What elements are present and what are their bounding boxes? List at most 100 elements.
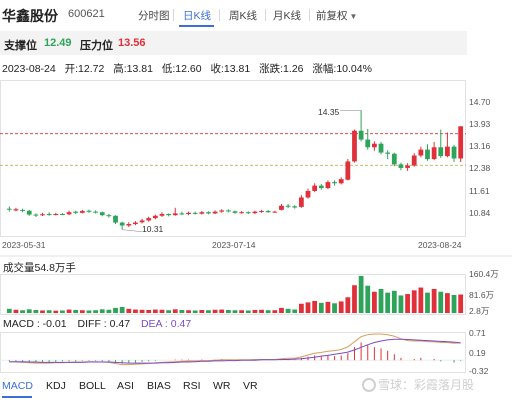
support-resistance-bar: 支撑位 12.49 压力位 13.56 bbox=[0, 31, 467, 55]
candle-body bbox=[345, 161, 351, 180]
tab-intraday[interactable]: 分时图 bbox=[138, 10, 170, 22]
snowball-logo-icon bbox=[362, 378, 376, 392]
volume-bar bbox=[206, 310, 211, 313]
candle-body bbox=[33, 214, 39, 216]
ohlc-change: 涨跌:1.26 bbox=[259, 63, 304, 75]
volume-bar bbox=[272, 310, 278, 313]
volume-bar bbox=[33, 309, 39, 313]
macd-values-row: MACD : -0.01 DIFF : 0.47 DEA : 0.47 bbox=[3, 318, 199, 330]
resistance-value: 13.56 bbox=[118, 37, 146, 49]
date-axis-label: 2023-08-24 bbox=[418, 240, 462, 250]
indicator-tab-bias[interactable]: BIAS bbox=[147, 380, 171, 392]
candle-body bbox=[385, 152, 391, 154]
volume-panel-frame bbox=[0, 274, 466, 315]
chevron-down-icon: ▼ bbox=[349, 12, 358, 21]
stock-header: 华鑫股份 600621 分时图 日K线 周K线 月K线 前复权 ▼ bbox=[0, 0, 512, 30]
volume-bar bbox=[259, 309, 264, 313]
tab-divider bbox=[309, 9, 310, 21]
ohlc-open: 开:12.72 bbox=[64, 63, 105, 75]
active-tab-indicator bbox=[179, 25, 214, 27]
volume-bar bbox=[20, 310, 25, 313]
candle-body bbox=[79, 211, 85, 213]
volume-bar bbox=[285, 308, 291, 313]
price-axis-label: 13.93 bbox=[469, 119, 491, 129]
volume-bar bbox=[458, 294, 464, 313]
candle-body bbox=[40, 214, 45, 216]
volume-bar bbox=[232, 310, 238, 313]
volume-bar bbox=[305, 302, 311, 313]
volume-bar bbox=[192, 310, 198, 313]
candle-body bbox=[6, 208, 12, 210]
volume-bar bbox=[46, 310, 52, 313]
ohlc-low: 低:12.60 bbox=[161, 63, 202, 75]
volume-bar bbox=[212, 309, 218, 313]
candle-body bbox=[272, 211, 278, 213]
indicator-tab-asi[interactable]: ASI bbox=[117, 380, 134, 392]
adjust-dropdown[interactable]: 前复权 ▼ bbox=[316, 8, 357, 23]
watermark-text: 雪球：彩霞落月股 bbox=[378, 378, 475, 392]
volume-bar bbox=[378, 288, 384, 313]
indicator-tab-kdj[interactable]: KDJ bbox=[46, 380, 66, 392]
volume-bar bbox=[6, 308, 12, 313]
macd-axis-label: 0.19 bbox=[469, 348, 486, 358]
candle-body bbox=[139, 220, 145, 223]
candle-body bbox=[398, 164, 404, 168]
candle-body bbox=[298, 197, 304, 207]
adjust-dropdown-label: 前复权 bbox=[316, 10, 348, 22]
date-axis-label: 2023-07-14 bbox=[212, 240, 256, 250]
volume-bar bbox=[119, 306, 125, 313]
price-axis-label: 13.16 bbox=[469, 141, 491, 151]
candle-body bbox=[26, 210, 32, 215]
volume-bar bbox=[219, 309, 225, 313]
candle-body bbox=[66, 212, 72, 215]
indicator-tab-boll[interactable]: BOLL bbox=[79, 380, 106, 392]
candle-body bbox=[445, 146, 450, 157]
volume-bar bbox=[186, 310, 191, 313]
volume-bar bbox=[93, 310, 98, 313]
candle-body bbox=[338, 179, 344, 184]
candle-body bbox=[232, 211, 238, 213]
candle-body bbox=[425, 149, 430, 160]
volume-bar bbox=[411, 290, 417, 313]
candle-body bbox=[458, 126, 464, 159]
volume-bar bbox=[166, 310, 172, 313]
kline-chart[interactable] bbox=[0, 0, 512, 380]
indicator-tab-macd[interactable]: MACD bbox=[2, 380, 33, 392]
indicator-tab-rsi[interactable]: RSI bbox=[183, 380, 201, 392]
candle-body bbox=[451, 146, 457, 159]
indicator-tabs: MACD KDJ BOLL ASI BIAS RSI WR VR bbox=[0, 380, 512, 400]
volume-bar bbox=[172, 309, 178, 313]
tab-monthly-k[interactable]: 月K线 bbox=[273, 10, 302, 22]
volume-bar bbox=[60, 310, 65, 313]
candle-body bbox=[152, 215, 158, 219]
candle-body bbox=[119, 222, 125, 226]
candle-body bbox=[391, 153, 397, 165]
indicator-tab-vr[interactable]: VR bbox=[243, 380, 258, 392]
tab-weekly-k[interactable]: 周K线 bbox=[229, 10, 258, 22]
diff-value: DIFF : 0.47 bbox=[77, 318, 131, 330]
volume-bar bbox=[345, 297, 351, 313]
candle-body bbox=[265, 211, 271, 213]
volume-bar bbox=[146, 309, 152, 313]
volume-bar bbox=[405, 294, 410, 313]
candle-body bbox=[212, 211, 218, 214]
volume-bar bbox=[325, 301, 331, 313]
tab-divider bbox=[265, 9, 266, 21]
support-label: 支撑位 bbox=[4, 40, 37, 52]
candle-body bbox=[99, 212, 105, 216]
candle-body bbox=[179, 213, 185, 215]
macd-panel-frame bbox=[0, 332, 466, 373]
tab-daily-k[interactable]: 日K线 bbox=[183, 10, 212, 22]
volume-bar bbox=[106, 309, 112, 313]
candle-body bbox=[332, 182, 337, 184]
candle-body bbox=[305, 190, 311, 198]
indicator-tab-wr[interactable]: WR bbox=[213, 380, 231, 392]
candle-body bbox=[358, 130, 364, 140]
price-axis-label: 11.61 bbox=[469, 186, 490, 196]
volume-bar bbox=[398, 295, 404, 313]
volume-bar bbox=[372, 291, 377, 313]
candle-body bbox=[133, 222, 138, 225]
volume-bar bbox=[245, 310, 251, 313]
ohlc-pct: 涨幅:10.04% bbox=[312, 63, 372, 75]
candle-body bbox=[372, 143, 377, 148]
